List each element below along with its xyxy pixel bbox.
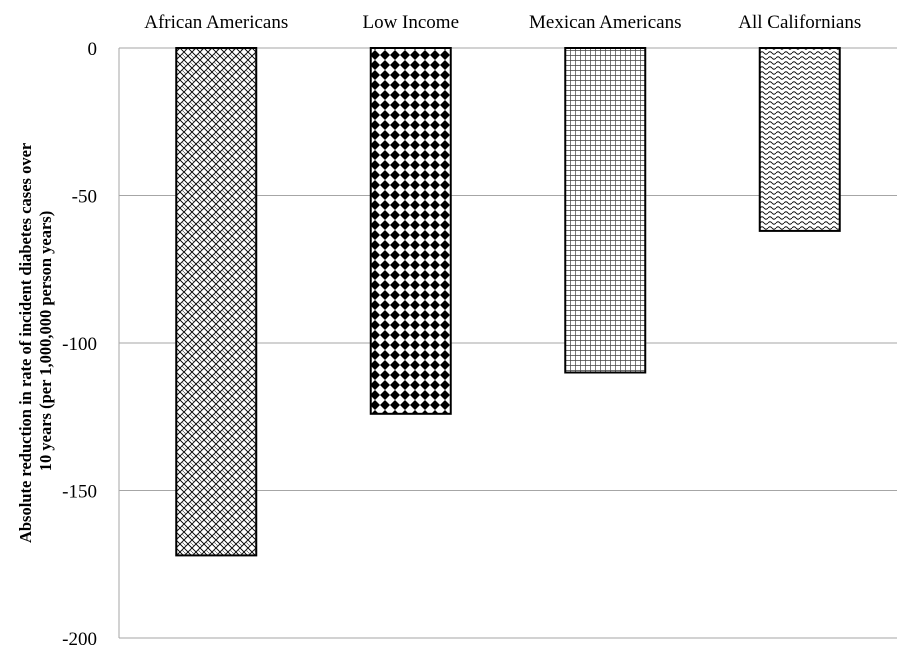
- bar-african-americans: [175, 47, 258, 557]
- y-tick-label: -200: [62, 629, 97, 649]
- y-tick-labels: 0 -50 -100 -150 -200: [62, 39, 97, 649]
- category-label: African Americans: [144, 12, 288, 33]
- y-tick-label: 0: [88, 39, 98, 60]
- y-tick-label: -150: [62, 482, 97, 503]
- y-tick-label: -100: [62, 334, 97, 355]
- y-axis-label: Absolute reduction in rate of incident d…: [16, 139, 55, 543]
- category-label: All Californians: [738, 12, 861, 33]
- category-label: Low Income: [362, 12, 459, 33]
- y-axis-label-line-2: 10 years (per 1,000,000 person years): [36, 211, 55, 471]
- bar-mexican-americans: [564, 47, 647, 374]
- bars: [175, 47, 841, 557]
- category-label: Mexican Americans: [529, 12, 681, 33]
- y-axis-label-line-1: Absolute reduction in rate of incident d…: [16, 143, 35, 543]
- bar-all-californians: [758, 47, 841, 232]
- y-tick-label: -50: [72, 187, 97, 208]
- category-labels: African Americans Low Income Mexican Ameri…: [144, 12, 861, 33]
- bar-low-income: [369, 47, 452, 415]
